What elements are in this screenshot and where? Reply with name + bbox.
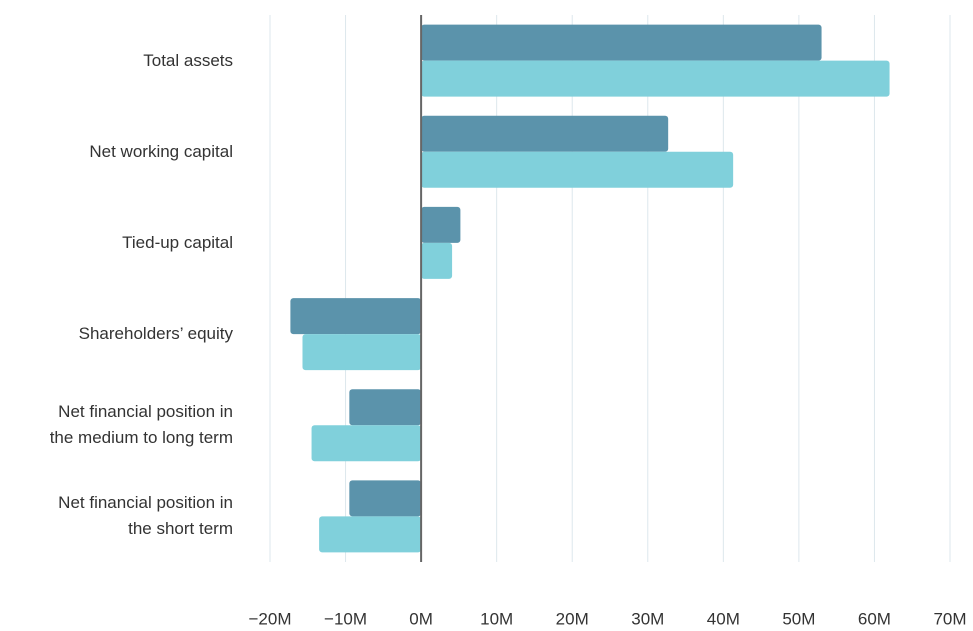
bar [349, 389, 422, 426]
bar [319, 516, 422, 553]
category-label: Tied-up capital [122, 232, 233, 252]
bar [421, 24, 822, 61]
bar [421, 60, 890, 97]
bar [311, 425, 422, 462]
bar [290, 298, 422, 335]
bar [349, 480, 422, 517]
category-label: Total assets [143, 50, 233, 70]
x-tick-label: 20M [556, 609, 589, 628]
category-label: Shareholders’ equity [78, 324, 233, 344]
bar [421, 206, 461, 243]
x-tick-label: 10M [480, 609, 513, 628]
bar [421, 242, 453, 279]
category-label: Net financial position in the short term [58, 493, 233, 539]
x-tick-label: 30M [631, 609, 664, 628]
x-tick-label: 50M [782, 609, 815, 628]
category-label: Net working capital [89, 141, 233, 161]
bar [302, 334, 422, 371]
x-tick-label: 60M [858, 609, 891, 628]
x-tick-label: 40M [707, 609, 740, 628]
bar [421, 151, 734, 188]
bar [421, 115, 669, 152]
x-tick-label: 70M [933, 609, 966, 628]
category-label: Net financial position in the medium to … [49, 402, 233, 448]
x-tick-label: −10M [324, 609, 367, 628]
x-tick-label: −20M [249, 609, 292, 628]
x-tick-label: 0M [409, 609, 433, 628]
